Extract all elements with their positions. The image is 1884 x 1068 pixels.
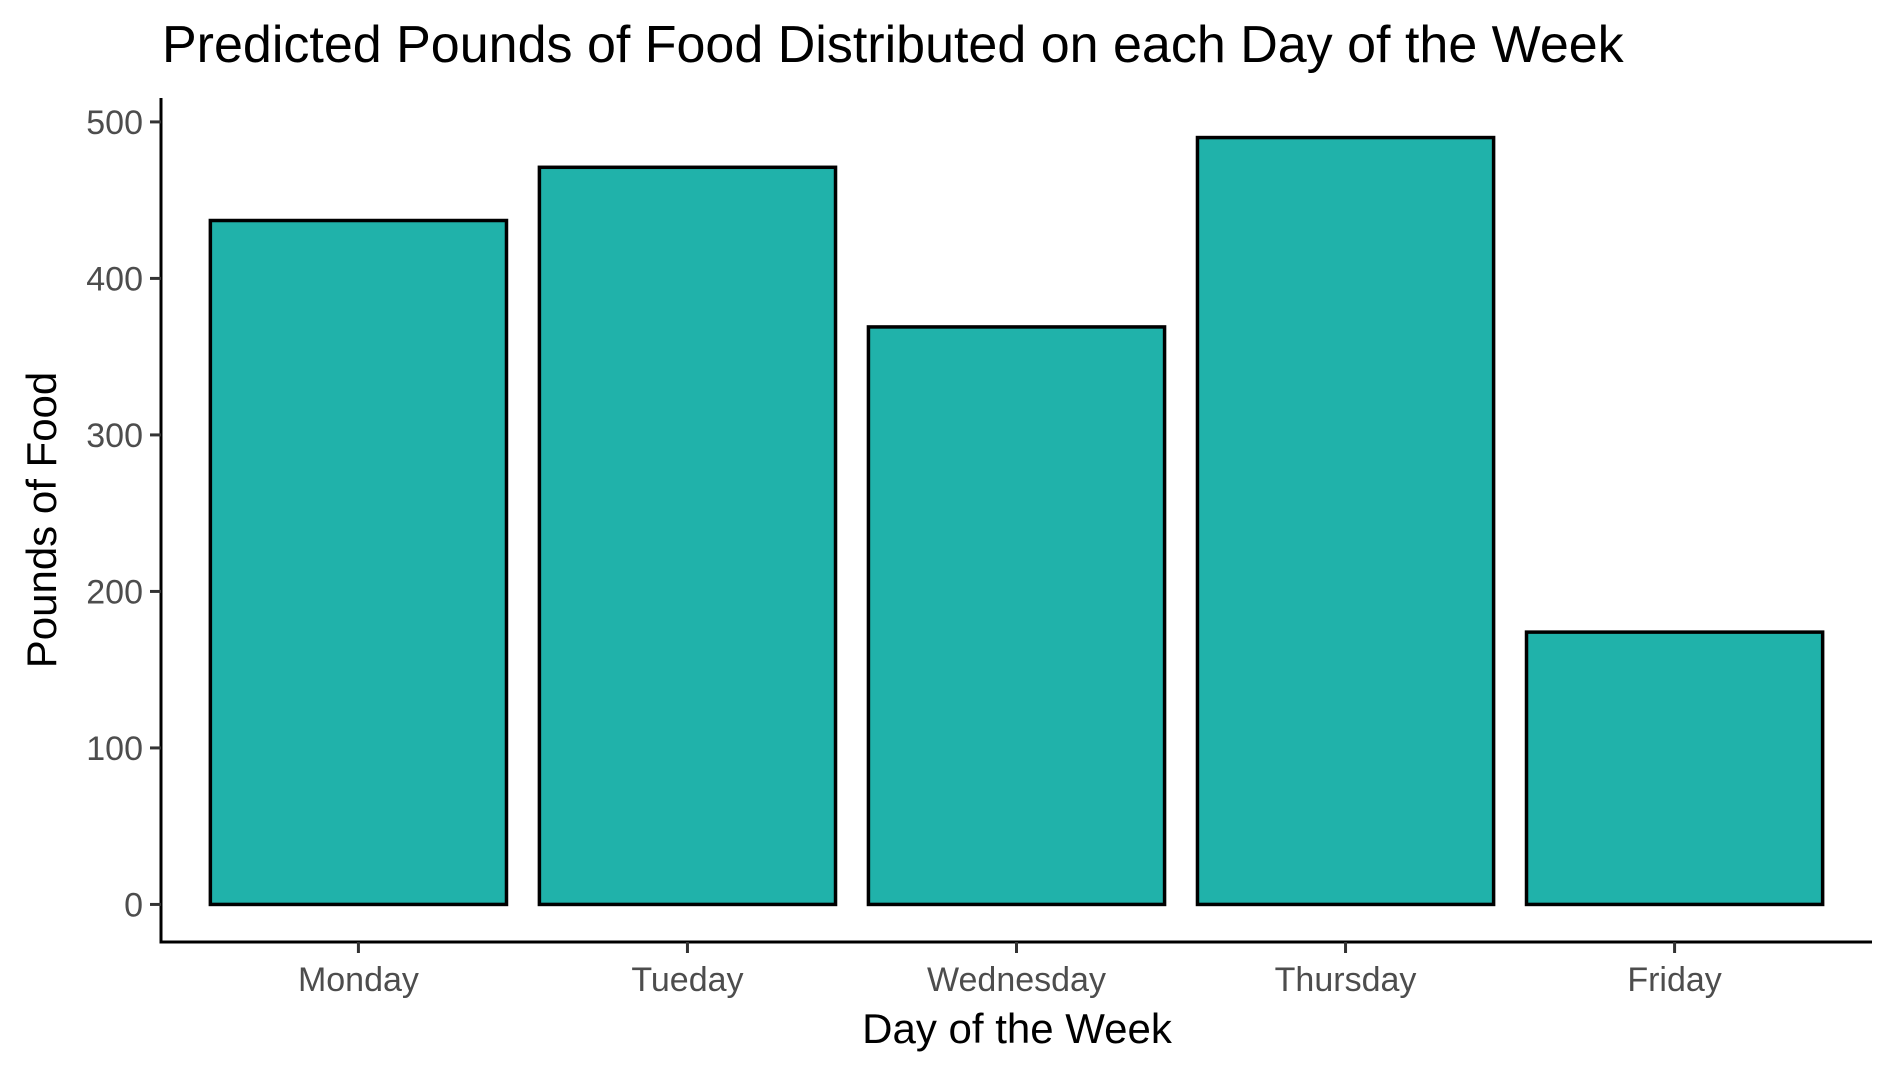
- x-tick-label: Monday: [298, 961, 419, 999]
- x-tick-label: Thursday: [1275, 961, 1417, 999]
- chart-title: Predicted Pounds of Food Distributed on …: [162, 16, 1625, 74]
- y-axis-title: Pounds of Food: [18, 372, 65, 669]
- x-axis-title: Day of the Week: [862, 1005, 1173, 1052]
- x-tick-label: Wednesday: [927, 961, 1106, 999]
- y-tick-label: 0: [124, 886, 143, 924]
- y-tick-label: 100: [86, 730, 143, 768]
- x-tick-label: Friday: [1627, 961, 1721, 999]
- bar-thursday: [1195, 135, 1496, 907]
- bar-friday: [1524, 630, 1825, 907]
- y-tick-label: 200: [86, 573, 143, 611]
- y-tick-label: 400: [86, 260, 143, 298]
- bar-wednesday: [866, 325, 1167, 907]
- y-tick-label: 300: [86, 417, 143, 455]
- bar-tueday: [537, 165, 838, 907]
- bar-monday: [208, 218, 509, 907]
- y-tick-label: 500: [86, 104, 143, 142]
- plot-area: 0 100 200 300 400 500 Monday Tueday Wednesday Thu…: [86, 98, 1872, 999]
- x-tick-label: Tueday: [631, 961, 743, 999]
